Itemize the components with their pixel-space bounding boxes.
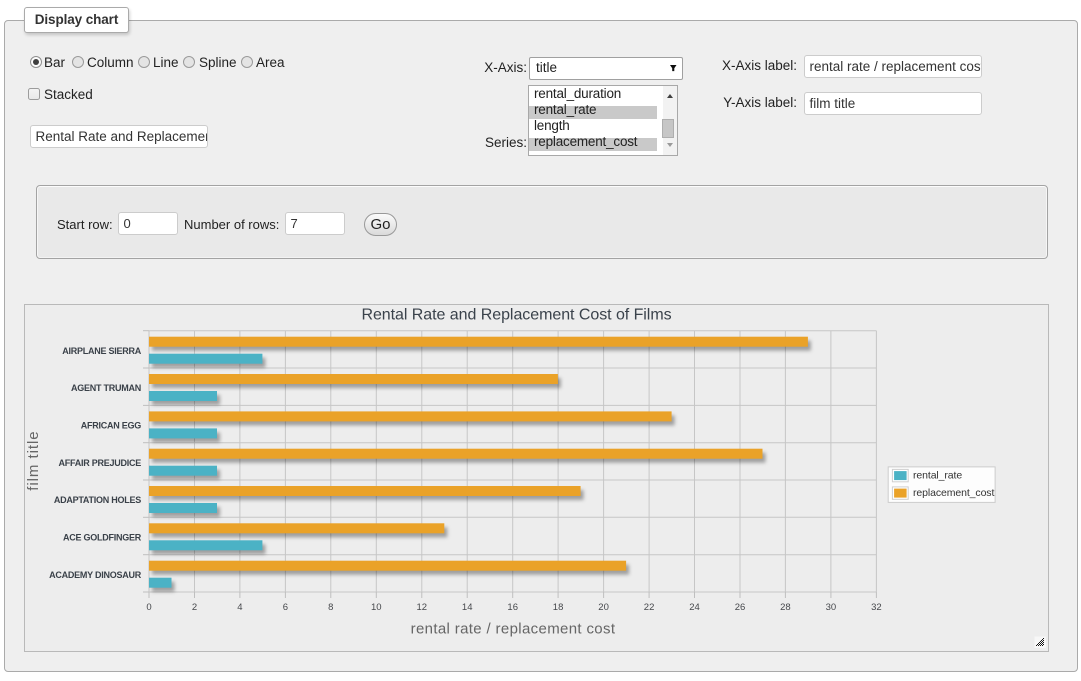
svg-text:ACE GOLDFINGER: ACE GOLDFINGER — [63, 533, 142, 543]
svg-text:ADAPTATION HOLES: ADAPTATION HOLES — [54, 495, 141, 505]
svg-text:4: 4 — [237, 602, 242, 613]
svg-text:14: 14 — [462, 602, 473, 613]
svg-text:16: 16 — [507, 602, 518, 613]
svg-text:Rental Rate and Replacement Co: Rental Rate and Replacement Cost of Film… — [361, 306, 671, 323]
svg-text:20: 20 — [598, 602, 609, 613]
svg-text:6: 6 — [283, 602, 288, 613]
svg-text:28: 28 — [780, 602, 791, 613]
svg-text:8: 8 — [328, 602, 333, 613]
svg-text:18: 18 — [553, 602, 564, 613]
svg-text:12: 12 — [417, 602, 428, 613]
svg-text:rental_rate: rental_rate — [913, 470, 962, 482]
svg-text:AFFAIR PREJUDICE: AFFAIR PREJUDICE — [58, 458, 141, 468]
svg-text:rental rate / replacement cost: rental rate / replacement cost — [411, 620, 616, 637]
svg-text:26: 26 — [735, 602, 746, 613]
svg-text:32: 32 — [871, 602, 882, 613]
svg-text:30: 30 — [826, 602, 837, 613]
svg-text:ACADEMY DINOSAUR: ACADEMY DINOSAUR — [49, 570, 142, 580]
svg-text:AIRPLANE SIERRA: AIRPLANE SIERRA — [62, 346, 142, 356]
svg-text:22: 22 — [644, 602, 655, 613]
svg-text:AGENT TRUMAN: AGENT TRUMAN — [71, 383, 141, 393]
svg-text:0: 0 — [146, 602, 151, 613]
svg-text:film title: film title — [25, 430, 42, 490]
svg-text:10: 10 — [371, 602, 382, 613]
svg-text:AFRICAN EGG: AFRICAN EGG — [81, 421, 141, 431]
svg-text:24: 24 — [689, 602, 700, 613]
svg-text:replacement_cost: replacement_cost — [913, 487, 994, 499]
svg-text:2: 2 — [192, 602, 197, 613]
